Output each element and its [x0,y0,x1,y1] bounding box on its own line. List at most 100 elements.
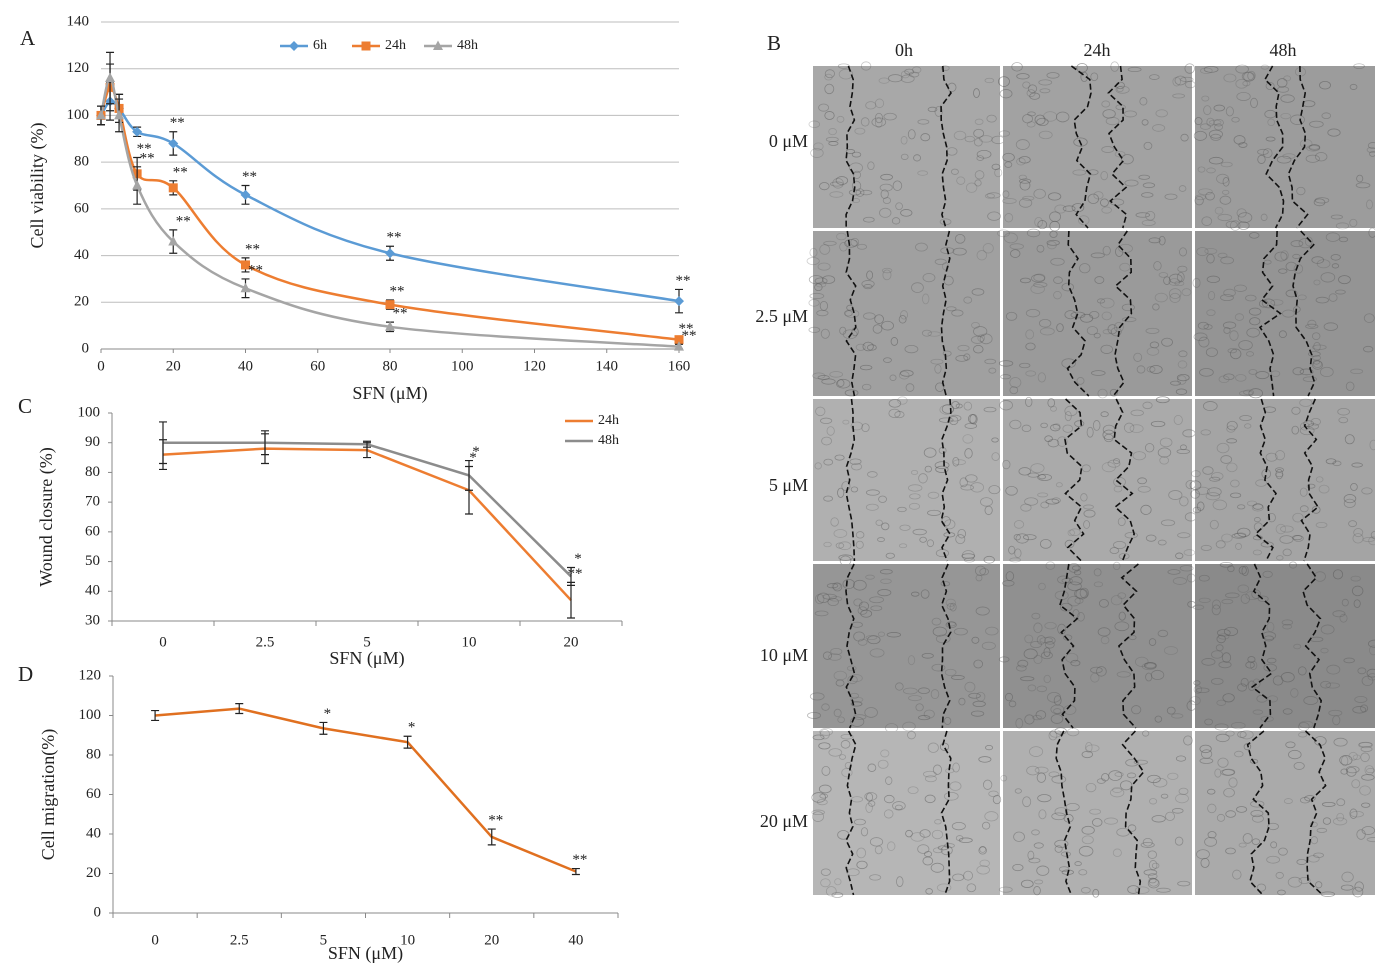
cell-texture [1054,727,1067,735]
cell-texture [1230,348,1242,360]
cell-texture [1339,613,1348,623]
cell-texture [1217,252,1228,259]
cell-texture [850,421,864,431]
cell-texture [1137,485,1151,493]
cell-texture [1221,533,1233,543]
cell-texture [1013,534,1021,541]
cell-texture [1214,723,1229,731]
cell-texture [830,517,839,527]
panel-label: C [18,394,32,418]
cell-texture [1195,486,1210,495]
cell-texture [968,692,981,699]
cell-texture [1102,109,1116,119]
cell-texture [984,193,995,199]
column-label: 24h [1084,40,1111,60]
cell-texture [970,482,984,493]
cell-texture [920,589,930,599]
cell-texture [823,495,833,502]
cell-texture [963,296,973,304]
cell-texture [1314,197,1330,204]
x-tick-label: 20 [166,358,181,374]
cell-texture [1075,588,1089,600]
cell-texture [1018,467,1032,476]
cell-texture [1176,374,1190,382]
cell-texture [1233,532,1247,538]
cell-texture [1222,321,1237,329]
wound-edge [1113,398,1136,562]
cell-texture [1345,765,1360,774]
cell-texture [1298,731,1308,738]
cell-texture [1109,547,1120,555]
cell-texture [865,503,879,511]
cell-texture [875,117,883,128]
cell-texture [1159,456,1170,465]
cell-texture [1213,118,1224,127]
cell-texture [1310,417,1321,426]
cell-texture [1229,220,1241,231]
cell-texture [966,883,977,893]
cell-texture [1014,548,1022,558]
cell-texture [1133,759,1148,765]
cell-texture [1222,189,1230,195]
significance-label: * [408,720,416,736]
cell-texture [1191,470,1201,478]
cell-texture [963,557,975,563]
y-tick-label: 60 [85,523,100,539]
cell-texture [1003,232,1018,244]
cell-texture [1069,528,1081,536]
cell-texture [1150,669,1165,681]
cell-texture [889,374,897,381]
cell-texture [1127,66,1142,73]
cell-texture [1252,678,1261,689]
cell-texture [1315,476,1324,483]
cell-texture [823,458,834,466]
cell-texture [964,474,978,483]
significance-label: ** [393,306,408,322]
cell-texture [1314,152,1328,162]
cell-texture [918,687,930,695]
x-tick-label: 100 [451,358,474,374]
cell-texture [1168,288,1182,299]
cell-texture [940,65,950,71]
cell-texture [1036,117,1049,127]
cell-texture [1266,657,1277,664]
panel-label: B [767,31,781,55]
cell-texture [978,846,987,855]
cell-texture [1175,755,1187,762]
cell-texture [1142,838,1153,847]
cell-texture [1079,587,1089,599]
cell-texture [1252,503,1264,510]
cell-texture [946,603,955,610]
cell-texture [824,69,835,79]
cell-texture [851,180,862,191]
cell-texture [1171,808,1184,814]
cell-texture [1266,622,1275,633]
cell-texture [1260,715,1274,722]
cell-texture [1168,273,1183,284]
cell-texture [820,417,833,424]
cell-texture [1130,409,1144,417]
cell-texture [1266,855,1281,864]
cell-texture [1149,341,1160,349]
cell-texture [1064,539,1075,549]
cell-texture [1034,879,1044,885]
cell-texture [1152,777,1168,788]
cell-texture [1197,166,1206,173]
cell-texture [1135,656,1149,667]
cell-texture [1216,699,1227,706]
micrograph [1195,399,1375,561]
cell-texture [1197,321,1209,330]
cell-texture [880,173,893,181]
cell-texture [1298,238,1312,249]
cell-texture [1037,473,1052,481]
cell-texture [1229,330,1239,341]
cell-texture [971,321,980,329]
cell-texture [1157,447,1172,458]
cell-texture [945,598,956,607]
cell-texture [1080,313,1094,323]
cell-texture [1026,89,1036,97]
cell-texture [833,670,848,681]
cell-texture [1255,371,1270,380]
cell-texture [1193,130,1207,141]
